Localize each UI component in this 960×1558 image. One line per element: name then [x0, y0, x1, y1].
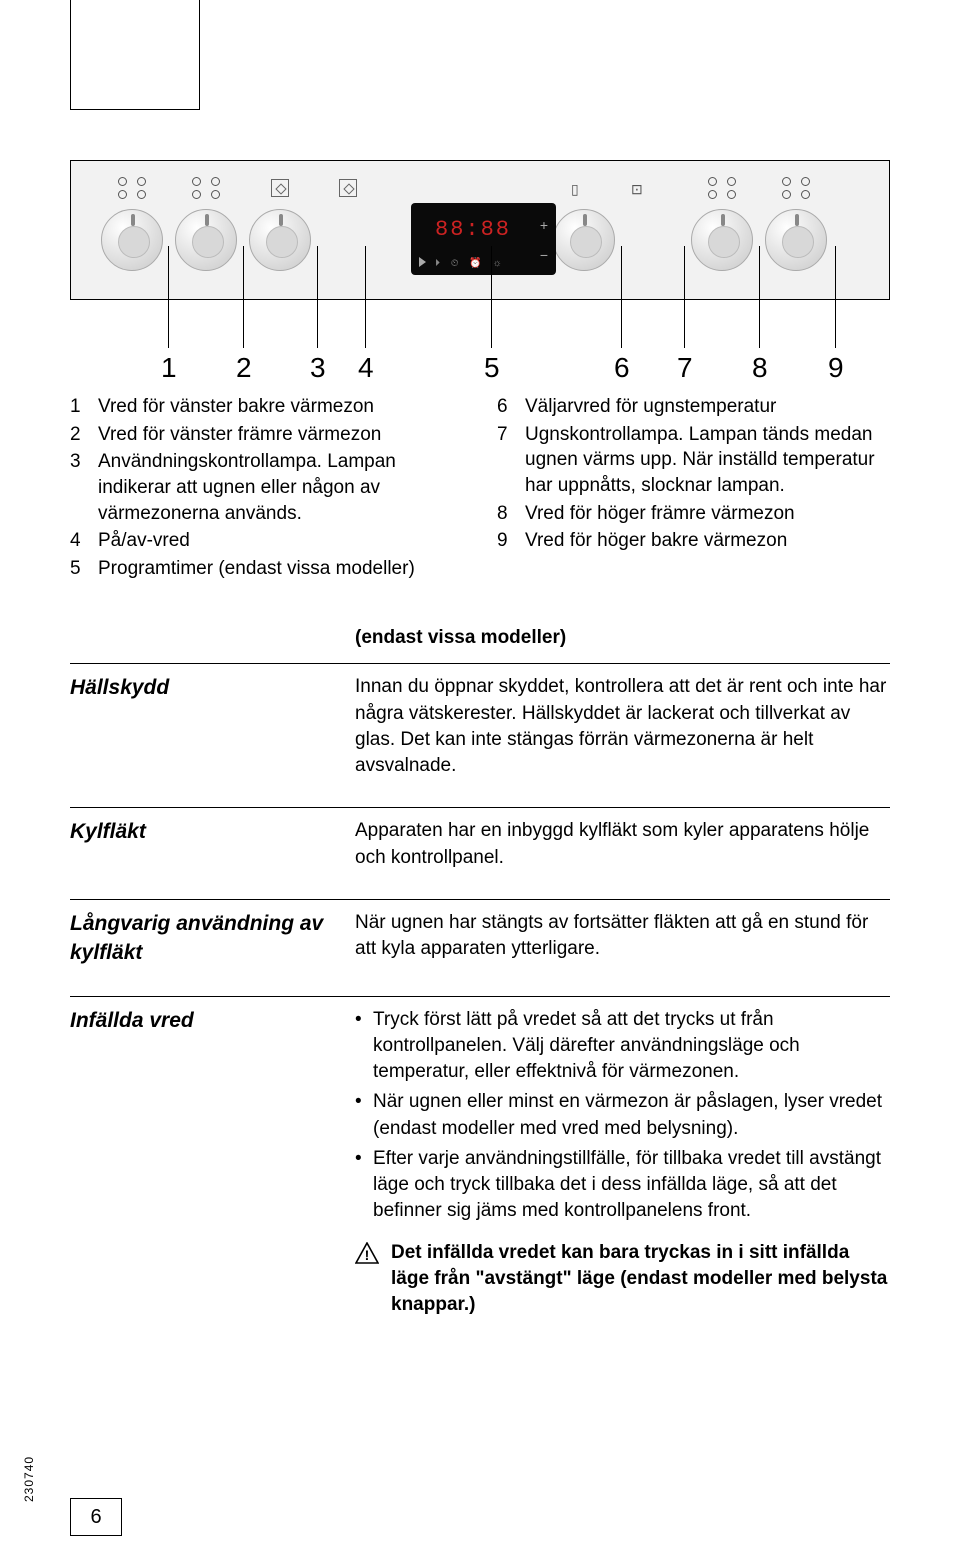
legend-text: Väljarvred för ugnstemperatur: [525, 394, 776, 420]
leader-line: [759, 246, 760, 348]
temp-icon: ▯: [571, 181, 579, 198]
callout-number: 6: [614, 352, 630, 384]
knob-4: [249, 209, 311, 271]
legend-item: 4 På/av-vred: [70, 528, 463, 554]
legend-left: 1 Vred för vänster bakre värmezon 2 Vred fö…: [70, 394, 463, 583]
section-infallda-vred: Infällda vred Tryck först lätt på vredet…: [70, 996, 890, 1318]
legend-item: 6 Väljarvred för ugnstemperatur: [497, 394, 890, 420]
knob-1: [101, 209, 163, 271]
section-note: (endast vissa modeller): [355, 627, 890, 649]
callout-number: 5: [484, 352, 500, 384]
page-number-text: 6: [90, 1506, 101, 1529]
plus-icon: +: [540, 217, 548, 233]
list-item: När ugnen eller minst en värmezon är pås…: [355, 1089, 890, 1141]
section-row: HällskyddInnan du öppnar skyddet, kontro…: [70, 663, 890, 779]
section-row: KylfläktApparaten har en inbyggd kylfläk…: [70, 807, 890, 870]
doc-id: 230740: [22, 1456, 36, 1502]
leader-line: [243, 246, 244, 348]
leader-line: [168, 246, 169, 348]
section-label: Hällskydd: [70, 674, 355, 779]
indicator-icon: ⊡: [631, 181, 643, 198]
knob-2: [175, 209, 237, 271]
legend-item: 1 Vred för vänster bakre värmezon: [70, 394, 463, 420]
section-row: Långvarig användning av kylfläktNär ugne…: [70, 899, 890, 968]
legend-item: 8 Vred för höger främre värmezon: [497, 501, 890, 527]
legend-text: På/av-vred: [98, 528, 190, 554]
legend-number: 2: [70, 422, 86, 448]
knob-6: [553, 209, 615, 271]
warning-box: ! Det infällda vredet kan bara tryckas i…: [355, 1240, 890, 1317]
warning-triangle-icon: !: [355, 1242, 379, 1264]
display-digits: 88:88: [435, 217, 511, 242]
page-number: 6: [70, 1498, 122, 1536]
play-icon: [419, 257, 426, 267]
legend-number: 4: [70, 528, 86, 554]
leader-line: [317, 246, 318, 348]
burner-icon: [192, 177, 220, 199]
callout-number: 4: [358, 352, 374, 384]
section-body: Apparaten har en inbyggd kylfläkt som ky…: [355, 818, 890, 870]
burner-icon: [118, 177, 146, 199]
list-item: Efter varje användningstillfälle, för ti…: [355, 1146, 890, 1225]
legend-number: 9: [497, 528, 513, 554]
knob-9: [765, 209, 827, 271]
leader-line: [835, 246, 836, 348]
legend-text: Vred för vänster bakre värmezon: [98, 394, 374, 420]
footer: 230740 6: [70, 1498, 890, 1536]
list-item: Tryck först lätt på vredet så att det tr…: [355, 1007, 890, 1086]
callout-row: 1 2 34 5 6 7 8 9: [70, 306, 890, 386]
legend-item: 5 Programtimer (endast vissa modeller): [70, 556, 463, 582]
legend-item: 9 Vred för höger bakre värmezon: [497, 528, 890, 554]
leader-line: [365, 246, 366, 348]
header-tab: [70, 0, 200, 110]
callout-number: 7: [677, 352, 693, 384]
square-icon: [339, 179, 357, 197]
callout-number: 1: [161, 352, 177, 384]
legend-number: 6: [497, 394, 513, 420]
knob-8: [691, 209, 753, 271]
section-label: Kylfläkt: [70, 818, 355, 870]
leader-line: [491, 246, 492, 348]
infallda-list: Tryck först lätt på vredet så att det tr…: [355, 1007, 890, 1225]
warning-text: Det infällda vredet kan bara tryckas in …: [391, 1240, 890, 1317]
leader-line: [621, 246, 622, 348]
legend-text: Programtimer (endast vissa modeller): [98, 556, 415, 582]
legend-number: 7: [497, 422, 513, 499]
svg-text:!: !: [365, 1247, 370, 1263]
section-body: Innan du öppnar skyddet, kontrollera att…: [355, 674, 890, 779]
minus-icon: −: [540, 247, 548, 263]
legend-number: 1: [70, 394, 86, 420]
section-body: När ugnen har stängts av fortsätter fläk…: [355, 910, 890, 968]
callout-number: 9: [828, 352, 844, 384]
burner-icon: [708, 177, 736, 199]
legend-text: Vred för höger bakre värmezon: [525, 528, 787, 554]
callout-number: 2: [236, 352, 252, 384]
callout-number: 3: [310, 352, 326, 384]
legend-item: 7Ugnskontrollampa. Lampan tänds medan ug…: [497, 422, 890, 499]
section-label: Infällda vred: [70, 1007, 355, 1318]
display-icons: ⏵ ⏲ ⏰ ☼: [435, 258, 506, 269]
section-label: Långvarig användning av kylfläkt: [70, 910, 355, 968]
legend-text: Vred för vänster främre värmezon: [98, 422, 381, 448]
control-panel: ▯ ⊡ 88:88 + − ⏵ ⏲ ⏰ ☼: [70, 160, 890, 300]
legend-right: 6Väljarvred för ugnstemperatur7Ugnskontr…: [497, 394, 890, 583]
callout-number: 8: [752, 352, 768, 384]
legend-item: 2 Vred för vänster främre värmezon: [70, 422, 463, 448]
legend-number: 3: [70, 449, 86, 526]
control-panel-figure: ▯ ⊡ 88:88 + − ⏵ ⏲ ⏰ ☼ 1 2 34 5 6 7 8 9: [70, 160, 890, 386]
legend-text: Ugnskontrollampa. Lampan tänds medan ugn…: [525, 422, 890, 499]
leader-line: [684, 246, 685, 348]
legend-columns: 1 Vred för vänster bakre värmezon 2 Vred fö…: [70, 394, 890, 583]
legend-text: Vred för höger främre värmezon: [525, 501, 795, 527]
legend-text: Användningskontrollampa. Lampan indikera…: [98, 449, 463, 526]
mode-icon: [271, 179, 289, 197]
burner-icon: [782, 177, 810, 199]
timer-display: 88:88 + − ⏵ ⏲ ⏰ ☼: [411, 203, 556, 275]
legend-number: 5: [70, 556, 86, 582]
legend-item: 3Användningskontrollampa. Lampan indiker…: [70, 449, 463, 526]
legend-number: 8: [497, 501, 513, 527]
